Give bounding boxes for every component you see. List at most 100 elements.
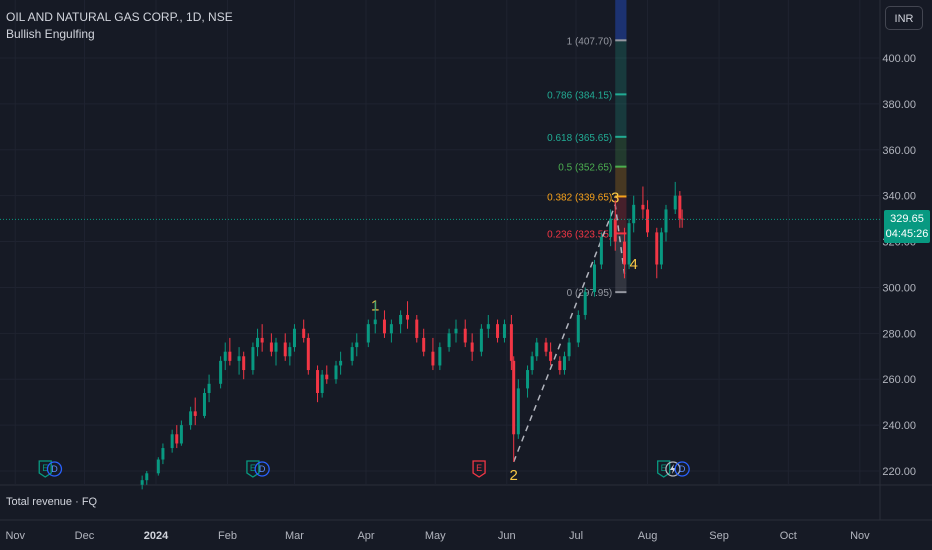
candle [140,475,144,490]
x-tick-label: Jun [498,530,516,542]
indicator-label[interactable]: Bullish Engulfing [6,27,95,41]
svg-text:D: D [679,464,686,474]
fib-zone [615,233,627,293]
candle [447,328,451,352]
fib-zone [615,196,627,234]
candle [664,204,668,242]
candle [175,425,179,449]
fib-level-label: 0.382 (339.65) [547,192,612,203]
dividend-icon[interactable]: D [674,461,690,477]
candle [382,310,386,338]
candle [389,319,393,343]
wave-label: 3 [611,190,619,207]
candle [627,218,631,270]
candle [207,374,211,403]
grid [0,0,880,485]
candle [366,319,370,348]
bar-countdown: 04:45:26 [885,228,929,240]
candle [509,314,513,371]
earnings-icon[interactable]: E [38,460,52,478]
candle [242,351,246,380]
candle [339,351,343,375]
candle [170,429,174,453]
currency-button[interactable]: INR [885,6,923,30]
candle [655,227,659,279]
price-axis[interactable]: 400.00380.00360.00340.00320.00300.00280.… [882,53,916,478]
fib-level-label: 0.5 (352.65) [558,163,612,174]
svg-text:D: D [259,464,266,474]
fib-level-label: 0.236 (323.55) [547,229,612,240]
last-price-value: 329.65 [890,213,924,225]
candle [306,333,310,375]
symbol-title[interactable]: OIL AND NATURAL GAS CORP., 1D, NSE [6,10,233,24]
candle [399,310,403,334]
candle [422,328,426,357]
x-tick-label: Mar [285,530,304,542]
candle [622,227,626,279]
candle [325,365,329,384]
fib-level-label: 0.618 (365.65) [547,133,612,144]
candle [646,200,650,237]
candle [496,319,500,343]
candle [567,337,571,361]
candle [641,186,645,219]
earnings-icon[interactable]: E [246,460,260,478]
x-tick-label: Aug [638,530,658,542]
y-tick-label: 400.00 [882,53,916,65]
svg-text:E: E [42,463,48,473]
x-tick-label: Apr [357,530,374,542]
candle [256,328,260,357]
dividend-icon[interactable]: D [46,461,63,477]
y-tick-label: 240.00 [882,420,916,432]
candle [562,351,566,375]
candle [526,365,530,398]
total-revenue-pane-label[interactable]: Total revenue · FQ [6,496,98,508]
candle [431,337,435,371]
candle [558,356,562,375]
x-tick-label: Jul [569,530,583,542]
dividend-icon[interactable]: D [254,461,270,477]
y-tick-label: 260.00 [882,374,916,386]
candle [373,301,377,334]
earnings-icon[interactable]: E [472,460,486,478]
candle [292,324,296,352]
fib-level-label: 0 (297.95) [567,288,613,299]
candle [576,310,580,348]
candle [334,360,338,384]
wave-label: 4 [630,256,638,273]
candle [535,337,539,361]
candle [470,333,474,361]
y-tick-label: 280.00 [882,328,916,340]
candle [502,319,506,343]
candle [613,200,617,251]
candle [316,365,320,403]
split-icon[interactable] [665,461,681,477]
fib-retracement[interactable]: 1 (407.70) 0.786 (384.15) 0.618 (365.65) 0.… [547,0,627,299]
candle [415,314,419,343]
candle [632,195,636,233]
time-axis[interactable]: Nov Dec 2024 Feb Mar Apr May Jun Jul Aug Sep Oct Nov [5,530,870,542]
svg-text:E: E [476,463,482,473]
candle [179,420,183,446]
candle [269,333,273,357]
candle [161,443,165,465]
candle [680,209,684,228]
fib-zone [615,0,627,41]
earnings-icon[interactable]: E [657,460,671,478]
candle [592,259,596,297]
candle [463,319,467,348]
candle [302,319,306,343]
candle [438,342,442,371]
candle [283,333,287,361]
x-tick-label: May [425,530,446,542]
x-tick-label: Sep [709,530,729,542]
x-tick-label: Feb [218,530,237,542]
candle [237,347,241,375]
fib-zone [615,40,627,95]
candle [549,342,553,366]
fib-zone [615,136,627,167]
y-tick-label: 380.00 [882,99,916,111]
